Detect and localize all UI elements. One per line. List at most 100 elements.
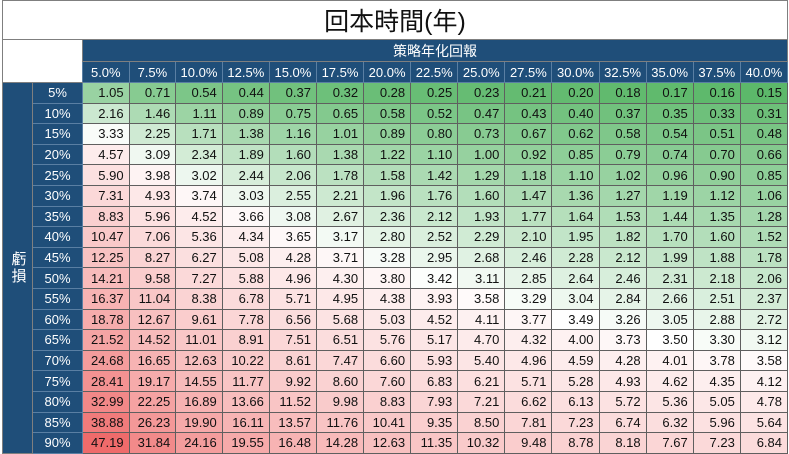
table-cell: 0.75 xyxy=(268,102,317,125)
table-cell: 1.18 xyxy=(504,164,553,186)
table-cell: 5.90 xyxy=(82,164,130,186)
table-cell: 2.95 xyxy=(410,246,459,269)
table-cell: 3.74 xyxy=(175,184,223,207)
row-header: 60% xyxy=(32,308,83,331)
column-header: 25.0% xyxy=(457,61,506,83)
table-cell: 2.44 xyxy=(221,164,270,186)
row-header: 35% xyxy=(32,205,83,228)
table-cell: 1.42 xyxy=(410,164,459,186)
table-cell: 3.93 xyxy=(410,287,459,310)
table-cell: 12.67 xyxy=(128,308,177,331)
table-row: 50% 14.21 9.58 7.27 5.88 4.96 4.30 3.80 3.42 3.11… xyxy=(3,267,789,289)
table-cell: 3.17 xyxy=(315,226,365,248)
table-cell: 8.50 xyxy=(457,411,506,434)
table-cell: 5.96 xyxy=(128,205,177,228)
table-cell: 7.27 xyxy=(175,267,223,289)
table-cell: 3.03 xyxy=(221,184,270,207)
table-cell: 0.40 xyxy=(551,102,600,125)
table-cell: 0.25 xyxy=(410,82,459,104)
table-cell: 6.60 xyxy=(363,349,412,372)
table-cell: 3.50 xyxy=(645,329,694,351)
table-cell: 1.70 xyxy=(645,226,694,248)
table-cell: 1.96 xyxy=(363,184,412,207)
table-cell: 11.52 xyxy=(268,390,317,413)
table-cell: 6.13 xyxy=(551,390,600,413)
table-cell: 2.37 xyxy=(739,287,789,310)
table-cell: 1.64 xyxy=(551,205,600,228)
table-cell: 3.80 xyxy=(363,267,412,289)
table-cell: 4.01 xyxy=(645,349,694,372)
table-cell: 6.62 xyxy=(504,390,553,413)
table-cell: 1.47 xyxy=(504,184,553,207)
table-row: 65% 21.52 14.52 11.01 8.91 7.51 6.51 5.76 5.17 4.… xyxy=(3,329,789,351)
table-cell: 3.78 xyxy=(692,349,741,372)
table-cell: 0.54 xyxy=(645,123,694,145)
table-cell: 0.89 xyxy=(221,102,270,125)
table-row: 30% 7.31 4.93 3.74 3.03 2.55 2.21 1.96 1.76 1.60 1… xyxy=(3,184,789,207)
table-body: 虧損 5% 1.05 0.71 0.54 0.44 0.37 0.32 0.28 0.25 0.23… xyxy=(2,82,789,454)
row-header: 15% xyxy=(32,123,83,145)
column-header: 32.5% xyxy=(598,61,647,83)
table-cell: 0.47 xyxy=(457,102,506,125)
table-cell: 4.34 xyxy=(221,226,270,248)
table-cell: 3.11 xyxy=(457,267,506,289)
table-cell: 4.96 xyxy=(504,349,553,372)
table-cell: 7.47 xyxy=(315,349,365,372)
table-cell: 14.21 xyxy=(82,267,130,289)
table-cell: 5.40 xyxy=(457,349,506,372)
table-cell: 1.58 xyxy=(363,164,412,186)
table-cell: 6.83 xyxy=(410,370,459,392)
table-cell: 9.92 xyxy=(268,370,317,392)
table-cell: 6.56 xyxy=(268,308,317,331)
table-cell: 5.36 xyxy=(175,226,223,248)
table-cell: 4.52 xyxy=(175,205,223,228)
table-cell: 2.85 xyxy=(504,267,553,289)
table-cell: 4.28 xyxy=(268,246,317,269)
table-cell: 28.41 xyxy=(82,370,130,392)
table-cell: 4.11 xyxy=(457,308,506,331)
table-cell: 2.25 xyxy=(128,123,177,145)
table-cell: 5.96 xyxy=(692,411,741,434)
table-cell: 2.21 xyxy=(315,184,365,207)
table-cell: 2.67 xyxy=(315,205,365,228)
table-cell: 9.58 xyxy=(128,267,177,289)
column-header: 15.0% xyxy=(268,61,317,83)
row-header: 20% xyxy=(32,143,83,166)
table-cell: 3.30 xyxy=(692,329,741,351)
table-cell: 8.60 xyxy=(315,370,365,392)
table-cell: 19.17 xyxy=(128,370,177,392)
table-cell: 1.10 xyxy=(551,164,600,186)
table-cell: 2.18 xyxy=(692,267,741,289)
table-cell: 3.42 xyxy=(410,267,459,289)
table-cell: 2.12 xyxy=(410,205,459,228)
table-cell: 0.89 xyxy=(363,123,412,145)
table-cell: 0.33 xyxy=(692,102,741,125)
table-title: 回本時間(年) xyxy=(2,0,788,40)
table-cell: 1.05 xyxy=(82,82,130,104)
table-cell: 1.89 xyxy=(221,143,270,166)
table-cell: 0.67 xyxy=(504,123,553,145)
table-row: 55% 16.37 11.04 8.38 6.78 5.71 4.95 4.38 3.93 3.5… xyxy=(3,287,789,310)
table-cell: 1.95 xyxy=(551,226,600,248)
table-cell: 3.33 xyxy=(82,123,130,145)
table-cell: 7.78 xyxy=(221,308,270,331)
row-header: 10% xyxy=(32,102,83,125)
table-cell: 2.84 xyxy=(598,287,647,310)
table-cell: 18.78 xyxy=(82,308,130,331)
table-cell: 5.05 xyxy=(692,390,741,413)
table-cell: 2.16 xyxy=(82,102,130,125)
table-cell: 1.10 xyxy=(410,143,459,166)
table-cell: 2.66 xyxy=(645,287,694,310)
table-cell: 6.78 xyxy=(221,287,270,310)
table-row: 虧損 5% 1.05 0.71 0.54 0.44 0.37 0.32 0.28 0.25 0.23… xyxy=(2,82,789,454)
column-header-row: 5.0% 7.5% 10.0% 12.5% 15.0% 17.5% 20.0% 22.5% 25… xyxy=(3,61,789,83)
table-cell: 0.23 xyxy=(457,82,506,104)
table-cell: 7.06 xyxy=(128,226,177,248)
table-cell: 7.21 xyxy=(457,390,506,413)
table-row: 85% 38.88 26.23 19.90 16.11 13.57 11.76 10.41 9.… xyxy=(3,411,789,434)
table-cell: 0.92 xyxy=(504,143,553,166)
table-cell: 5.72 xyxy=(598,390,647,413)
table-cell: 5.36 xyxy=(645,390,694,413)
row-header: 50% xyxy=(32,267,83,289)
table-cell: 3.58 xyxy=(457,287,506,310)
